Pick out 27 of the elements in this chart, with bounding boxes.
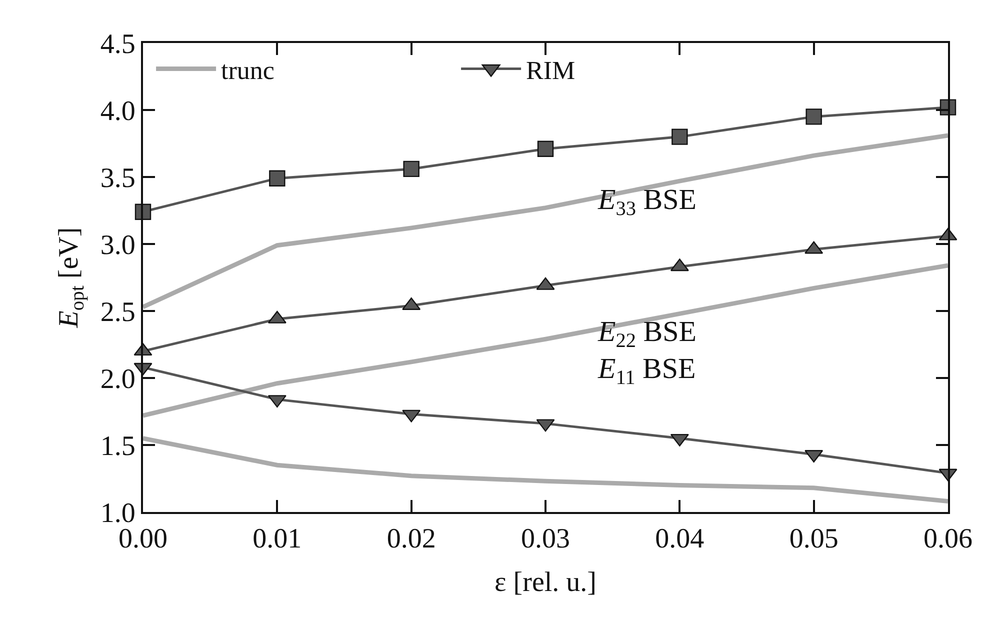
y-tick-label: 1.5 bbox=[100, 430, 136, 462]
point bbox=[806, 108, 822, 125]
y-tick-label: 4.0 bbox=[100, 96, 136, 127]
y-tick-label: 3.5 bbox=[100, 162, 136, 194]
x-tick-label: 0.06 bbox=[924, 524, 972, 555]
annotation: E$_{22}$ BSE bbox=[597, 316, 696, 352]
legend-label: RIM bbox=[526, 56, 576, 85]
x-tick-label: 0.04 bbox=[655, 524, 704, 555]
y-tick-label: 2.5 bbox=[100, 296, 136, 328]
line-series bbox=[143, 263, 948, 418]
line-series bbox=[143, 133, 948, 310]
annotation: E$_{11}$ BSE bbox=[597, 353, 696, 390]
point bbox=[672, 128, 688, 145]
x-tick-label: 0.05 bbox=[789, 524, 838, 555]
x-tick-label: 0.01 bbox=[252, 524, 302, 555]
x-tick-label: 0.02 bbox=[386, 524, 436, 555]
annotation: E$_{33}$ BSE bbox=[597, 184, 696, 220]
legend-label: trunc bbox=[221, 56, 274, 85]
y-tick-label: 4.5 bbox=[100, 28, 136, 60]
point bbox=[537, 140, 554, 157]
point bbox=[403, 160, 420, 178]
line-series bbox=[143, 436, 948, 504]
x-axis-title: ε [rel. u.] bbox=[494, 567, 596, 598]
y-tick-label: 2.0 bbox=[100, 364, 136, 395]
point bbox=[269, 170, 286, 186]
y-tick-label: 3.0 bbox=[100, 230, 136, 261]
x-tick-label: 0.03 bbox=[521, 524, 570, 555]
